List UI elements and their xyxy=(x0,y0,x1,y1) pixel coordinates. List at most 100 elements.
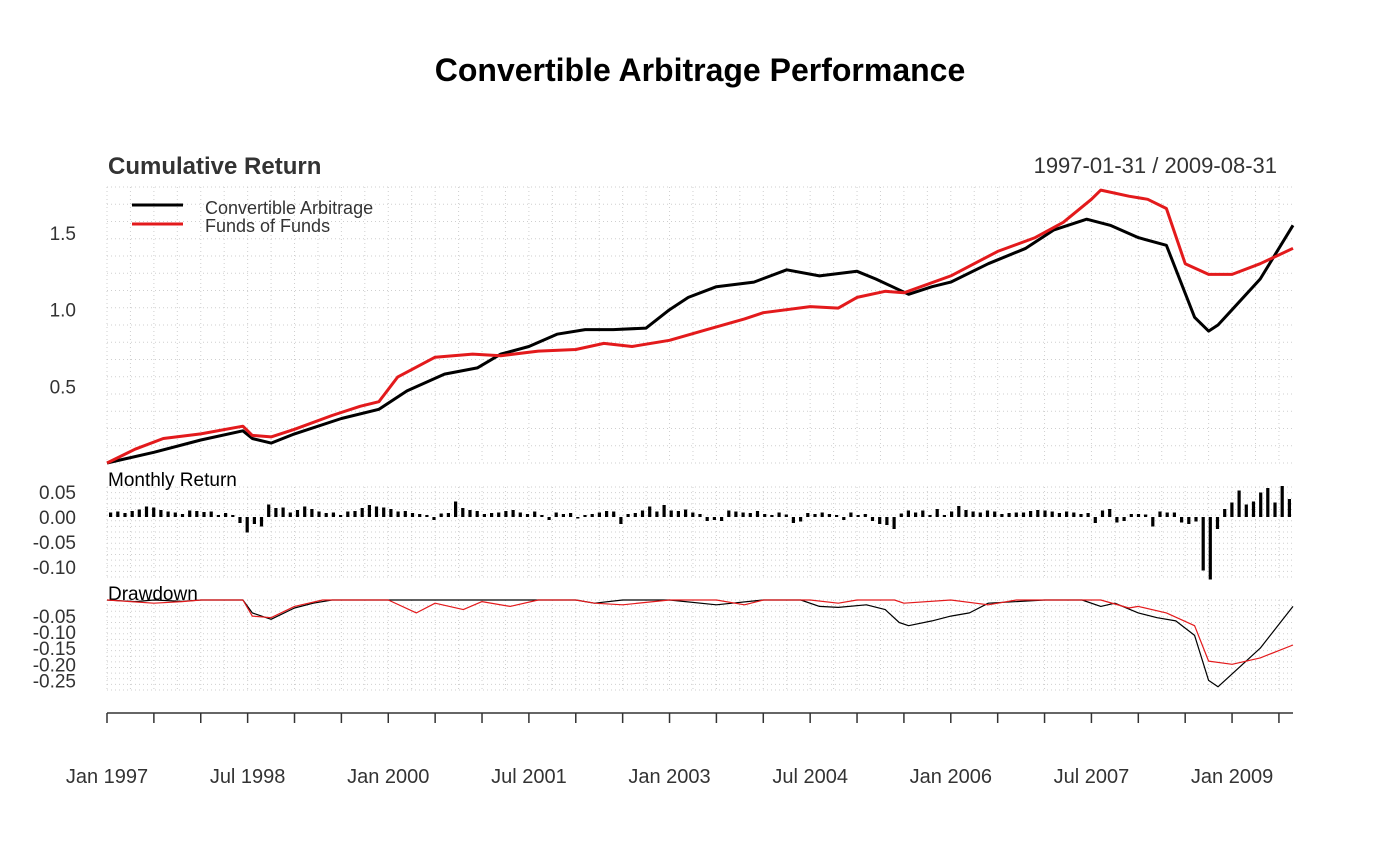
monthly-return-bar xyxy=(1172,512,1176,517)
monthly-return-bar xyxy=(1000,514,1004,517)
monthly-return-bar xyxy=(224,513,228,517)
monthly-return-bar xyxy=(899,513,903,517)
monthly-return-bar xyxy=(1280,486,1284,517)
monthly-return-bar xyxy=(360,508,364,517)
monthly-return-bar xyxy=(303,506,307,517)
monthly-return-bar xyxy=(389,509,393,517)
monthly-return-bar xyxy=(612,511,616,517)
monthly-return-bar xyxy=(1043,510,1047,517)
cumulative-y-ticks: 0.5 1.0 1.5 xyxy=(50,224,76,398)
cumulative-series-funds xyxy=(106,188,1294,465)
monthly-return-bar xyxy=(576,517,580,519)
monthly-return-bar xyxy=(511,510,515,517)
monthly-return-bar xyxy=(569,513,573,517)
monthly-return-bar xyxy=(173,512,177,517)
monthly-return-bar xyxy=(1215,517,1220,529)
monthly-return-bar xyxy=(432,517,436,520)
monthly-return-bar xyxy=(849,512,853,517)
monthly-return-bar xyxy=(971,511,975,517)
monthly-return-bar xyxy=(202,512,206,517)
monthly-return-bar xyxy=(1122,517,1126,521)
monthly-return-bar xyxy=(885,517,889,525)
drawdown-lines xyxy=(106,599,1294,688)
monthly-return-bar xyxy=(353,511,357,517)
monthly-return-bar xyxy=(669,510,673,517)
monthly-return-bar xyxy=(482,514,486,517)
monthly-return-bar xyxy=(978,512,982,517)
monthly-return-bar xyxy=(295,510,300,517)
monthly-return-bar xyxy=(497,512,501,517)
monthly-return-bar xyxy=(561,514,565,517)
monthly-return-bar xyxy=(957,506,961,517)
cumulative-y-tick-label: 0.5 xyxy=(50,377,76,398)
monthly-return-bar xyxy=(1223,509,1227,517)
monthly-return-bar xyxy=(410,513,415,517)
monthly-return-bar xyxy=(691,512,695,517)
monthly-return-bar xyxy=(317,511,321,517)
x-tick-label: Jul 1998 xyxy=(210,766,286,788)
legend: Convertible Arbitrage Funds of Funds xyxy=(132,198,373,236)
monthly-return-bar xyxy=(130,511,134,517)
monthly-return-bar xyxy=(827,514,831,517)
cumulative-return-title: Cumulative Return xyxy=(108,153,321,180)
monthly-return-bar xyxy=(1065,511,1069,517)
monthly-return-bar xyxy=(806,513,810,517)
monthly-return-bar xyxy=(137,509,141,517)
monthly-return-bar xyxy=(914,512,918,517)
monthly-return-bar xyxy=(461,508,465,517)
monthly-return-bar xyxy=(777,512,781,517)
monthly-return-bar xyxy=(540,515,544,517)
monthly-return-bar xyxy=(770,515,774,517)
monthly-return-bar xyxy=(727,510,731,517)
monthly-return-bar xyxy=(425,515,429,517)
monthly-return-bar xyxy=(1151,517,1155,527)
x-tick-label: Jan 2009 xyxy=(1191,766,1273,788)
drawdown-series-convertible xyxy=(106,599,1294,688)
monthly-return-bar xyxy=(267,504,271,517)
cumulative-y-tick-label: 1.5 xyxy=(50,224,76,245)
monthly-return-bar xyxy=(1129,514,1133,517)
monthly-return-bar xyxy=(310,509,314,517)
legend-label-convertible: Convertible Arbitrage xyxy=(205,198,373,218)
monthly-return-bar xyxy=(1007,513,1011,517)
monthly-return-bar xyxy=(1266,488,1270,517)
monthly-return-bar xyxy=(964,510,968,517)
monthly-grid xyxy=(106,486,1293,578)
x-tick-label: Jan 2006 xyxy=(910,766,992,788)
drawdown-y-ticks: -0.05-0.10-0.15-0.20-0.25 xyxy=(33,607,76,692)
monthly-return-bar xyxy=(676,511,680,517)
monthly-return-bar xyxy=(1287,499,1291,517)
monthly-return-bar xyxy=(245,517,249,533)
monthly-return-bar xyxy=(870,517,875,521)
monthly-return-bar xyxy=(892,517,896,529)
monthly-y-tick-label: 0.05 xyxy=(39,483,76,504)
monthly-return-bar xyxy=(1093,517,1097,523)
monthly-return-bar xyxy=(525,514,530,517)
monthly-return-bar xyxy=(698,514,702,517)
monthly-return-bar xyxy=(1014,512,1018,517)
monthly-return-bar xyxy=(1115,517,1119,523)
monthly-return-bar xyxy=(741,512,745,517)
x-tick-label: Jan 2003 xyxy=(628,766,710,788)
monthly-return-bar xyxy=(259,517,264,527)
monthly-return-bar xyxy=(928,515,932,517)
monthly-return-bar xyxy=(547,517,551,520)
monthly-return-bar xyxy=(712,517,716,520)
cumulative-y-tick-label: 1.0 xyxy=(50,301,76,322)
monthly-return-bar xyxy=(367,505,371,517)
monthly-return-bar xyxy=(403,511,407,517)
drawdown-y-tick-label: -0.25 xyxy=(33,671,76,692)
monthly-return-bar xyxy=(418,514,422,517)
monthly-bars xyxy=(109,486,1291,580)
monthly-return-bar xyxy=(339,515,343,517)
monthly-return-bar xyxy=(374,506,379,517)
monthly-return-bar xyxy=(1136,514,1141,517)
monthly-return-bar xyxy=(382,507,386,517)
monthly-return-bar xyxy=(1072,512,1076,517)
monthly-return-bar xyxy=(274,508,278,517)
x-tick-label: Jul 2007 xyxy=(1054,766,1130,788)
monthly-return-bar xyxy=(1100,510,1105,517)
monthly-return-bar xyxy=(1036,510,1040,517)
monthly-return-bar xyxy=(1086,513,1090,517)
monthly-return-bar xyxy=(1237,490,1241,517)
